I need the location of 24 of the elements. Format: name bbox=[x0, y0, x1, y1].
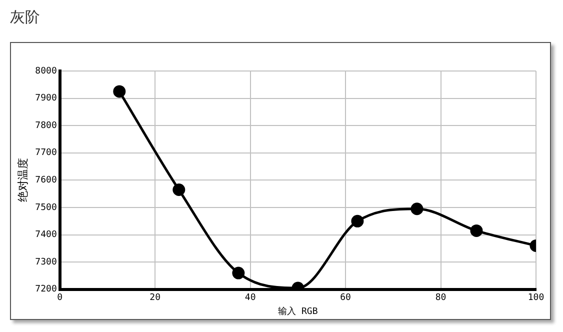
y-tick-label: 7500 bbox=[35, 202, 57, 213]
x-tick-label: 40 bbox=[244, 293, 256, 304]
x-axis-title: 输入 RGB bbox=[278, 306, 318, 317]
point bbox=[113, 85, 126, 98]
y-tick-label: 7300 bbox=[35, 257, 57, 268]
point bbox=[232, 266, 245, 280]
y-tick-label: 7600 bbox=[35, 176, 57, 186]
y-tick-label: 7400 bbox=[35, 230, 57, 240]
x-tick-label: 0 bbox=[57, 293, 63, 304]
x-tick-label: 100 bbox=[528, 293, 544, 304]
chart-title: 灰阶 bbox=[10, 8, 40, 27]
x-tick-label: 80 bbox=[435, 293, 446, 304]
y-tick-label: 7800 bbox=[35, 120, 57, 131]
y-tick-label: 7700 bbox=[35, 148, 57, 158]
x-tick-label: 20 bbox=[150, 293, 161, 304]
y-tick-label: 8000 bbox=[35, 66, 57, 76]
point bbox=[172, 184, 186, 196]
point bbox=[351, 214, 364, 228]
x-tick-label: 60 bbox=[340, 293, 351, 304]
point bbox=[470, 224, 483, 237]
y-tick-label: 7200 bbox=[35, 284, 57, 295]
y-axis-title: 绝对温度 bbox=[16, 158, 30, 202]
y-tick-label: 7900 bbox=[35, 94, 57, 104]
point bbox=[410, 202, 424, 216]
